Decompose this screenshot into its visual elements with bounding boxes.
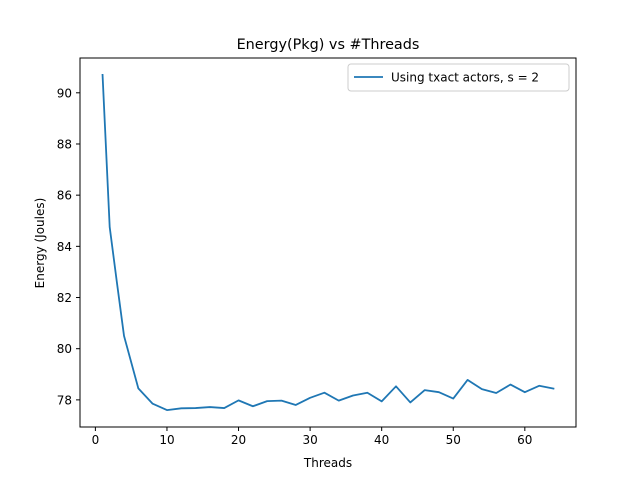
legend-label: Using txact actors, s = 2 xyxy=(391,71,539,85)
x-axis-ticks: 0 10 20 30 40 50 60 xyxy=(92,427,532,447)
y-axis-ticks: 78 80 82 84 86 88 90 xyxy=(57,86,80,407)
chart-title: Energy(Pkg) vs #Threads xyxy=(237,37,420,53)
y-tick-label: 82 xyxy=(57,291,72,305)
series-line-0 xyxy=(101,73,555,412)
x-tick-label: 0 xyxy=(92,433,100,447)
x-tick-label: 50 xyxy=(446,433,461,447)
y-tick-label: 80 xyxy=(57,342,72,356)
y-axis-label: Energy (Joules) xyxy=(33,198,47,289)
x-tick-label: 30 xyxy=(302,433,317,447)
y-tick-label: 90 xyxy=(57,86,72,100)
x-tick-label: 40 xyxy=(374,433,389,447)
y-tick-label: 84 xyxy=(57,240,72,254)
y-tick-label: 86 xyxy=(57,189,72,203)
x-axis-label: Threads xyxy=(303,456,352,470)
plot-area xyxy=(79,57,577,428)
x-tick-label: 60 xyxy=(517,433,532,447)
x-tick-label: 10 xyxy=(159,433,174,447)
axes-frame xyxy=(79,57,577,428)
legend-box xyxy=(347,63,570,92)
y-tick-label: 88 xyxy=(57,137,72,151)
x-tick-label: 20 xyxy=(231,433,246,447)
y-tick-label: 78 xyxy=(57,393,72,407)
legend: Using txact actors, s = 2 xyxy=(347,63,570,92)
